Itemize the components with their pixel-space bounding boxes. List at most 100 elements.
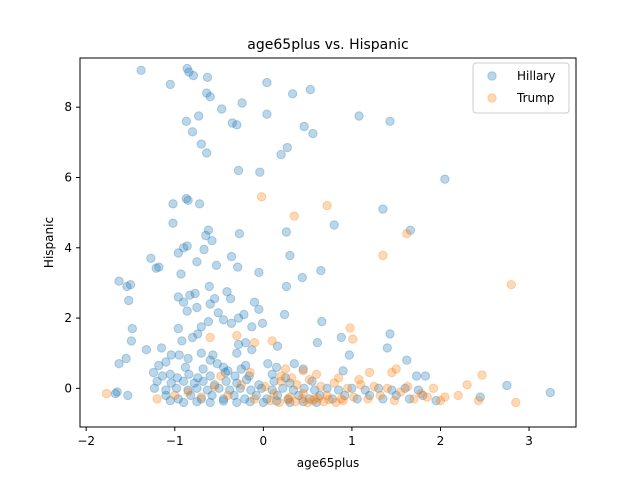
hillary-point [281,281,292,292]
x-tick-label: 0 [260,434,268,448]
hillary-point [136,65,146,76]
trump-point [308,395,318,406]
trump-point [313,393,323,403]
hillary-point [204,281,215,292]
hillary-point [382,343,392,353]
trump-point [395,387,406,397]
hillary-point [431,395,441,406]
y-axis: 0 2 4 6 8 [64,100,80,395]
hillary-point [208,350,218,360]
hillary-point [317,316,327,327]
hillary-point [202,72,213,83]
hillary-point [385,329,395,339]
x-tick-label: −1 [166,434,184,448]
trump-point [298,388,308,399]
trump-point [453,390,463,401]
trump-point [369,381,379,392]
hillary-point [189,378,200,388]
trump-point [276,376,286,386]
hillary-point [125,280,136,290]
hillary-point [201,230,211,241]
hillary-point [475,392,485,402]
trump-point [101,388,112,399]
hillary-point [336,332,346,343]
hillary-point [262,394,272,404]
trump-point [322,200,332,211]
hillary-point [308,128,318,139]
hillary-point [212,359,223,369]
trump-point [311,369,322,379]
hillary-point [340,390,350,401]
trump-point [331,397,341,408]
hillary-point [230,371,240,381]
hillary-point [411,371,422,381]
hillary-point [262,77,272,88]
hillary-point [288,385,299,395]
hillary-point [218,362,229,372]
hillary-point [254,267,264,278]
hillary-point [227,118,238,128]
hillary-point [263,359,273,369]
hillary-point [203,316,214,327]
hillary-point [190,288,200,299]
trump-point [349,392,359,402]
trump-point [389,395,400,406]
hillary-point [188,70,199,81]
hillary-point [347,383,357,393]
hillary-point [156,343,167,353]
hillary-point [235,383,246,393]
trump-point [297,394,307,404]
hillary-point [161,390,171,401]
hillary-point [146,253,156,263]
hillary-point [354,111,364,121]
hillary-point [311,397,322,408]
hillary-point [173,292,184,302]
hillary-point [217,104,227,114]
hillary-point [207,236,217,246]
trump-point [333,373,344,383]
hillary-point [205,92,215,102]
hillary-point [181,193,192,204]
hillary-point [271,362,282,372]
x-axis: −2 −1 0 1 2 3 [77,427,533,448]
hillary-point [114,359,124,369]
hillary-point [226,251,237,262]
hillary-point [233,262,243,272]
trump-point [276,371,286,381]
trump-point [356,380,366,390]
trump-point [283,395,293,405]
hillary-point [171,383,182,393]
hillary-point [405,225,416,235]
hillary-point [269,376,279,386]
hillary-point [232,120,242,130]
x-axis-label: age65plus [297,456,359,470]
hillary-point [180,362,191,372]
hillary-point [152,376,162,386]
hillary-point [285,378,295,388]
hillary-point [177,336,187,346]
trump-point [428,383,439,393]
hillary-point [182,63,192,74]
hillary-point [360,385,370,395]
trump-point [292,380,302,390]
y-axis-label: Hispanic [42,217,56,268]
hillary-point [333,385,344,395]
hillary-point [181,116,192,127]
y-tick-label: 0 [64,381,72,395]
hillary-point [203,225,214,235]
hillary-point [315,390,325,401]
hillary-point [299,121,309,132]
hillary-point [202,88,212,98]
hillary-point [194,199,205,209]
hillary-point [257,318,268,328]
hillary-point [233,313,244,323]
hillary-point [198,364,208,374]
trump-point [310,394,320,404]
y-tick-label: 8 [64,100,72,114]
trump-point [249,338,260,348]
hillary-point [193,373,203,383]
hillary-point [209,380,220,390]
hillary-point [173,394,184,404]
hillary-point [267,369,277,379]
hillary-point [199,244,209,255]
